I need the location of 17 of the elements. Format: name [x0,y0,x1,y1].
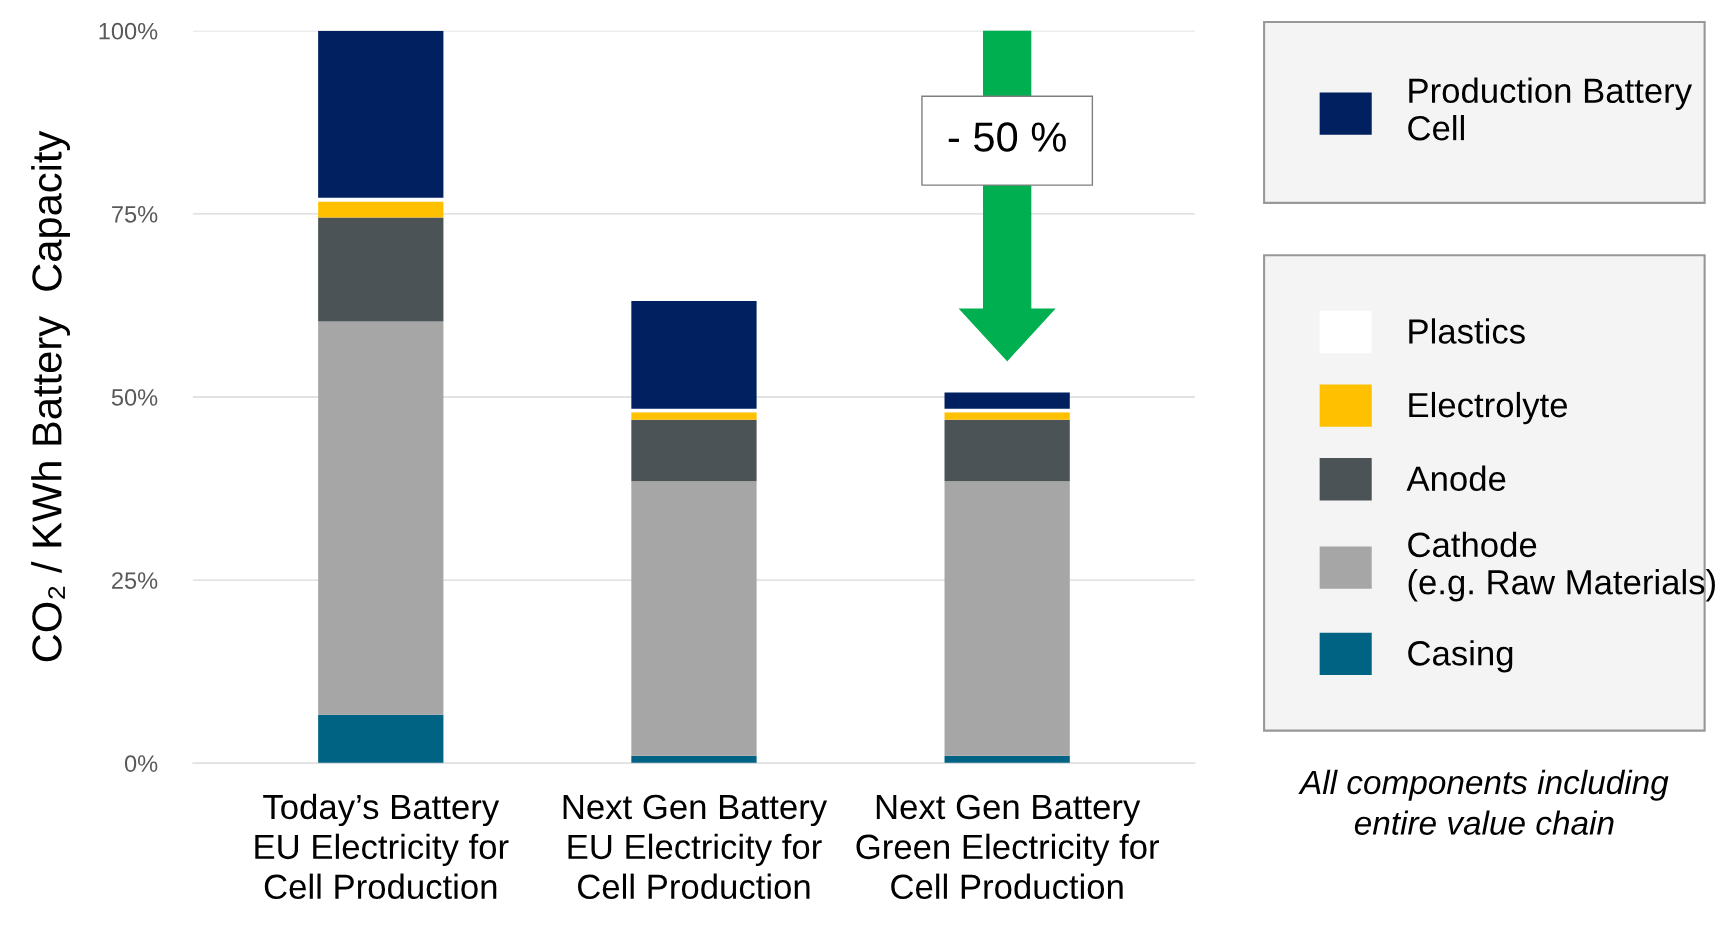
legend-label: Production Battery Cell [1408,77,1693,141]
legend-label: Anode [1406,465,1506,492]
y-tick-label: 25% [112,572,158,589]
x-tick-label: Today’s Battery EU Electricity for Cell Production [255,793,509,900]
legend-label: Cathode (e.g. Raw Materials) [1408,531,1715,602]
y-tick-label: 50% [111,389,158,406]
legend-label: Electrolyte [1409,391,1568,425]
y-tick-label: 100% [99,22,158,40]
y-tick-label: 75% [112,206,158,223]
text: All components including entire value chain [1298,769,1669,835]
annotation: - 50 % [948,122,1066,152]
y-tick-label: 0% [124,755,158,772]
x-tick-label: Next Gen Battery EU Electricity for Cell Production [563,794,828,900]
y-axis-title: CO₂ / KWh Battery Capacity [31,130,70,662]
legend-label: Casing [1408,640,1513,673]
legend-label: Plastics [1409,318,1525,344]
x-tick-label: Next Gen Battery Green Electricity for Cell Production [856,794,1160,900]
